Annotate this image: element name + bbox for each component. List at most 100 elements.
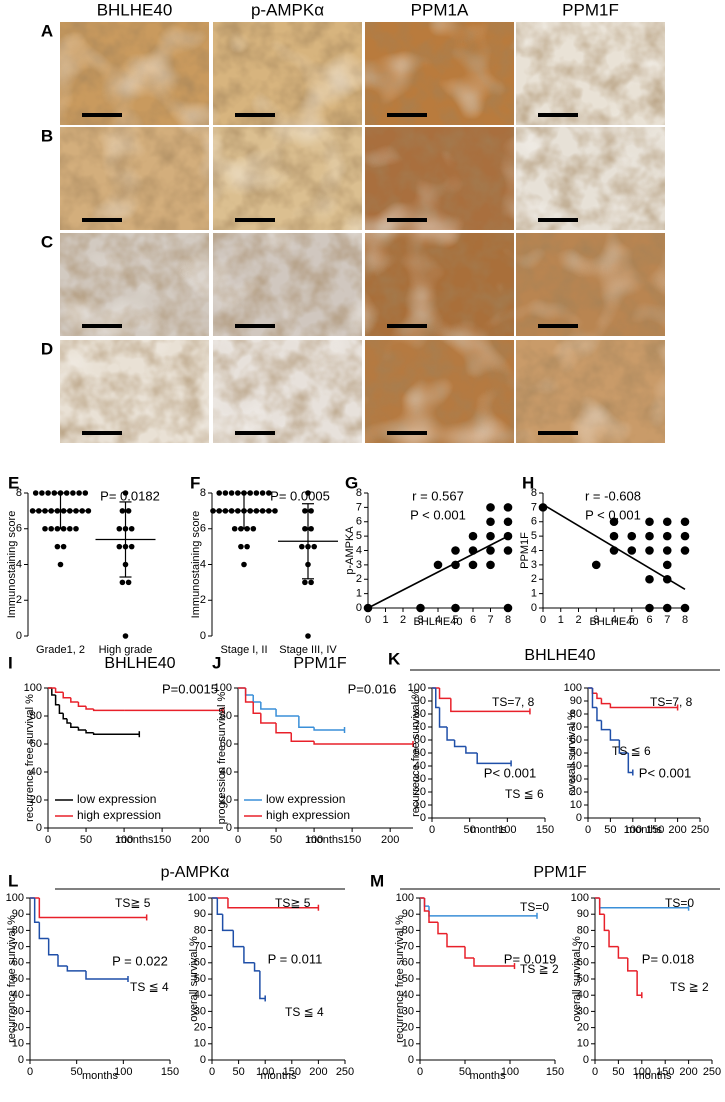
dot xyxy=(63,490,70,496)
x-tick-label: 150 xyxy=(161,1066,179,1078)
x-tick-label: 8 xyxy=(505,614,511,626)
y-tick-label: 100 xyxy=(564,682,582,694)
legend-label: low expression xyxy=(77,792,156,806)
dot xyxy=(48,525,54,532)
point xyxy=(680,546,690,555)
x-tick-label: 0 xyxy=(209,1066,215,1078)
y-tick-label: 100 xyxy=(24,682,42,694)
panel-label: M xyxy=(370,871,384,890)
x-tick-label: 150 xyxy=(646,824,664,836)
survival-step xyxy=(600,720,611,731)
annotation: P= 0.0182 xyxy=(100,488,160,503)
y-tick-label: 4 xyxy=(531,544,537,556)
x-tick-label: 0 xyxy=(417,1066,423,1078)
annotation: P < 0.001 xyxy=(410,507,466,522)
micrograph-lumen xyxy=(516,127,665,230)
panel-label: G xyxy=(345,473,358,492)
legend-label: low expression xyxy=(266,792,345,806)
dot xyxy=(302,508,308,514)
survival-step xyxy=(437,922,447,935)
series-label: TS ≦ 4 xyxy=(285,1005,324,1019)
survival-step xyxy=(636,970,642,996)
y-tick-label: 80 xyxy=(577,924,589,936)
survival-step xyxy=(66,718,71,724)
x-tick-label: 4 xyxy=(435,614,441,626)
point xyxy=(627,546,637,555)
y-tick-label: 20 xyxy=(402,1022,414,1034)
y-tick-label: 2 xyxy=(200,594,206,606)
x-axis-label: months xyxy=(626,824,663,836)
y-tick-label: 4 xyxy=(200,558,206,570)
point xyxy=(486,531,495,541)
y-axis-label: overall survival % xyxy=(188,936,200,1022)
survival-step xyxy=(70,723,79,728)
panel-label: C xyxy=(41,232,53,251)
series-label: TS ≦ 6 xyxy=(505,787,544,801)
survival-step xyxy=(221,914,234,932)
panel-label: I xyxy=(8,653,13,672)
micrograph-lumen xyxy=(365,233,514,336)
dot xyxy=(51,490,58,496)
y-tick-label: 6 xyxy=(16,523,22,535)
point xyxy=(662,531,672,541)
point xyxy=(503,546,513,555)
x-axis-label: months xyxy=(635,1070,672,1082)
y-tick-label: 90 xyxy=(414,695,426,707)
y-tick-label: 10 xyxy=(12,1038,24,1050)
y-tick-label: 20 xyxy=(220,794,232,806)
survival-step xyxy=(85,730,94,734)
dot xyxy=(128,543,135,550)
dot xyxy=(122,633,129,639)
y-tick-label: 50 xyxy=(414,747,426,759)
micrograph-lumen xyxy=(365,127,514,230)
dot xyxy=(67,525,73,532)
annotation: P< 0.001 xyxy=(484,765,536,780)
survival-step xyxy=(85,970,128,980)
dot xyxy=(235,490,241,496)
survival-step xyxy=(216,898,223,915)
dot xyxy=(272,508,278,514)
survival-step xyxy=(617,946,628,959)
y-tick-label: 0 xyxy=(576,812,582,824)
survival-step xyxy=(77,702,87,707)
point xyxy=(468,531,478,541)
panel-label: J xyxy=(212,653,221,672)
survival-step xyxy=(227,898,319,909)
y-tick-label: 30 xyxy=(12,1005,24,1017)
survival-step xyxy=(298,716,315,728)
y-tick-label: 10 xyxy=(414,799,426,811)
series-label: TS ≧ 2 xyxy=(520,962,559,976)
y-tick-label: 30 xyxy=(402,1005,414,1017)
y-tick-label: 20 xyxy=(577,1022,589,1034)
micrograph-lumen xyxy=(213,127,362,230)
series-label: TS=7, 8 xyxy=(650,695,693,709)
series-label: TS=0 xyxy=(665,896,694,910)
scale-bar xyxy=(235,431,275,435)
annotation: P = 0.022 xyxy=(112,953,168,968)
micrograph-lumen xyxy=(60,127,209,230)
x-tick-label: 3 xyxy=(593,614,599,626)
series-label: TS ≧ 2 xyxy=(670,980,709,994)
y-tick-label: 100 xyxy=(408,682,426,694)
fit-line xyxy=(367,535,509,609)
survival-step xyxy=(596,693,602,700)
y-tick-label: 70 xyxy=(402,941,414,953)
y-tick-label: 5 xyxy=(531,530,537,542)
annotation: P= 0.0005 xyxy=(270,488,330,503)
survival-step xyxy=(438,707,448,728)
y-tick-label: 1 xyxy=(531,588,537,600)
dot xyxy=(302,525,308,532)
y-tick-label: 4 xyxy=(356,544,362,556)
y-tick-label: 70 xyxy=(570,721,582,733)
survival-step xyxy=(243,946,255,964)
y-tick-label: 8 xyxy=(356,487,362,499)
survival-step xyxy=(232,930,244,948)
y-axis-label: Immunostaining score xyxy=(190,511,202,619)
scale-bar xyxy=(82,324,122,328)
dot xyxy=(210,508,216,514)
y-tick-label: 40 xyxy=(402,989,414,1001)
dot xyxy=(305,490,311,496)
dot xyxy=(266,490,272,496)
column-header: PPM1A xyxy=(411,0,469,19)
point xyxy=(609,531,619,541)
